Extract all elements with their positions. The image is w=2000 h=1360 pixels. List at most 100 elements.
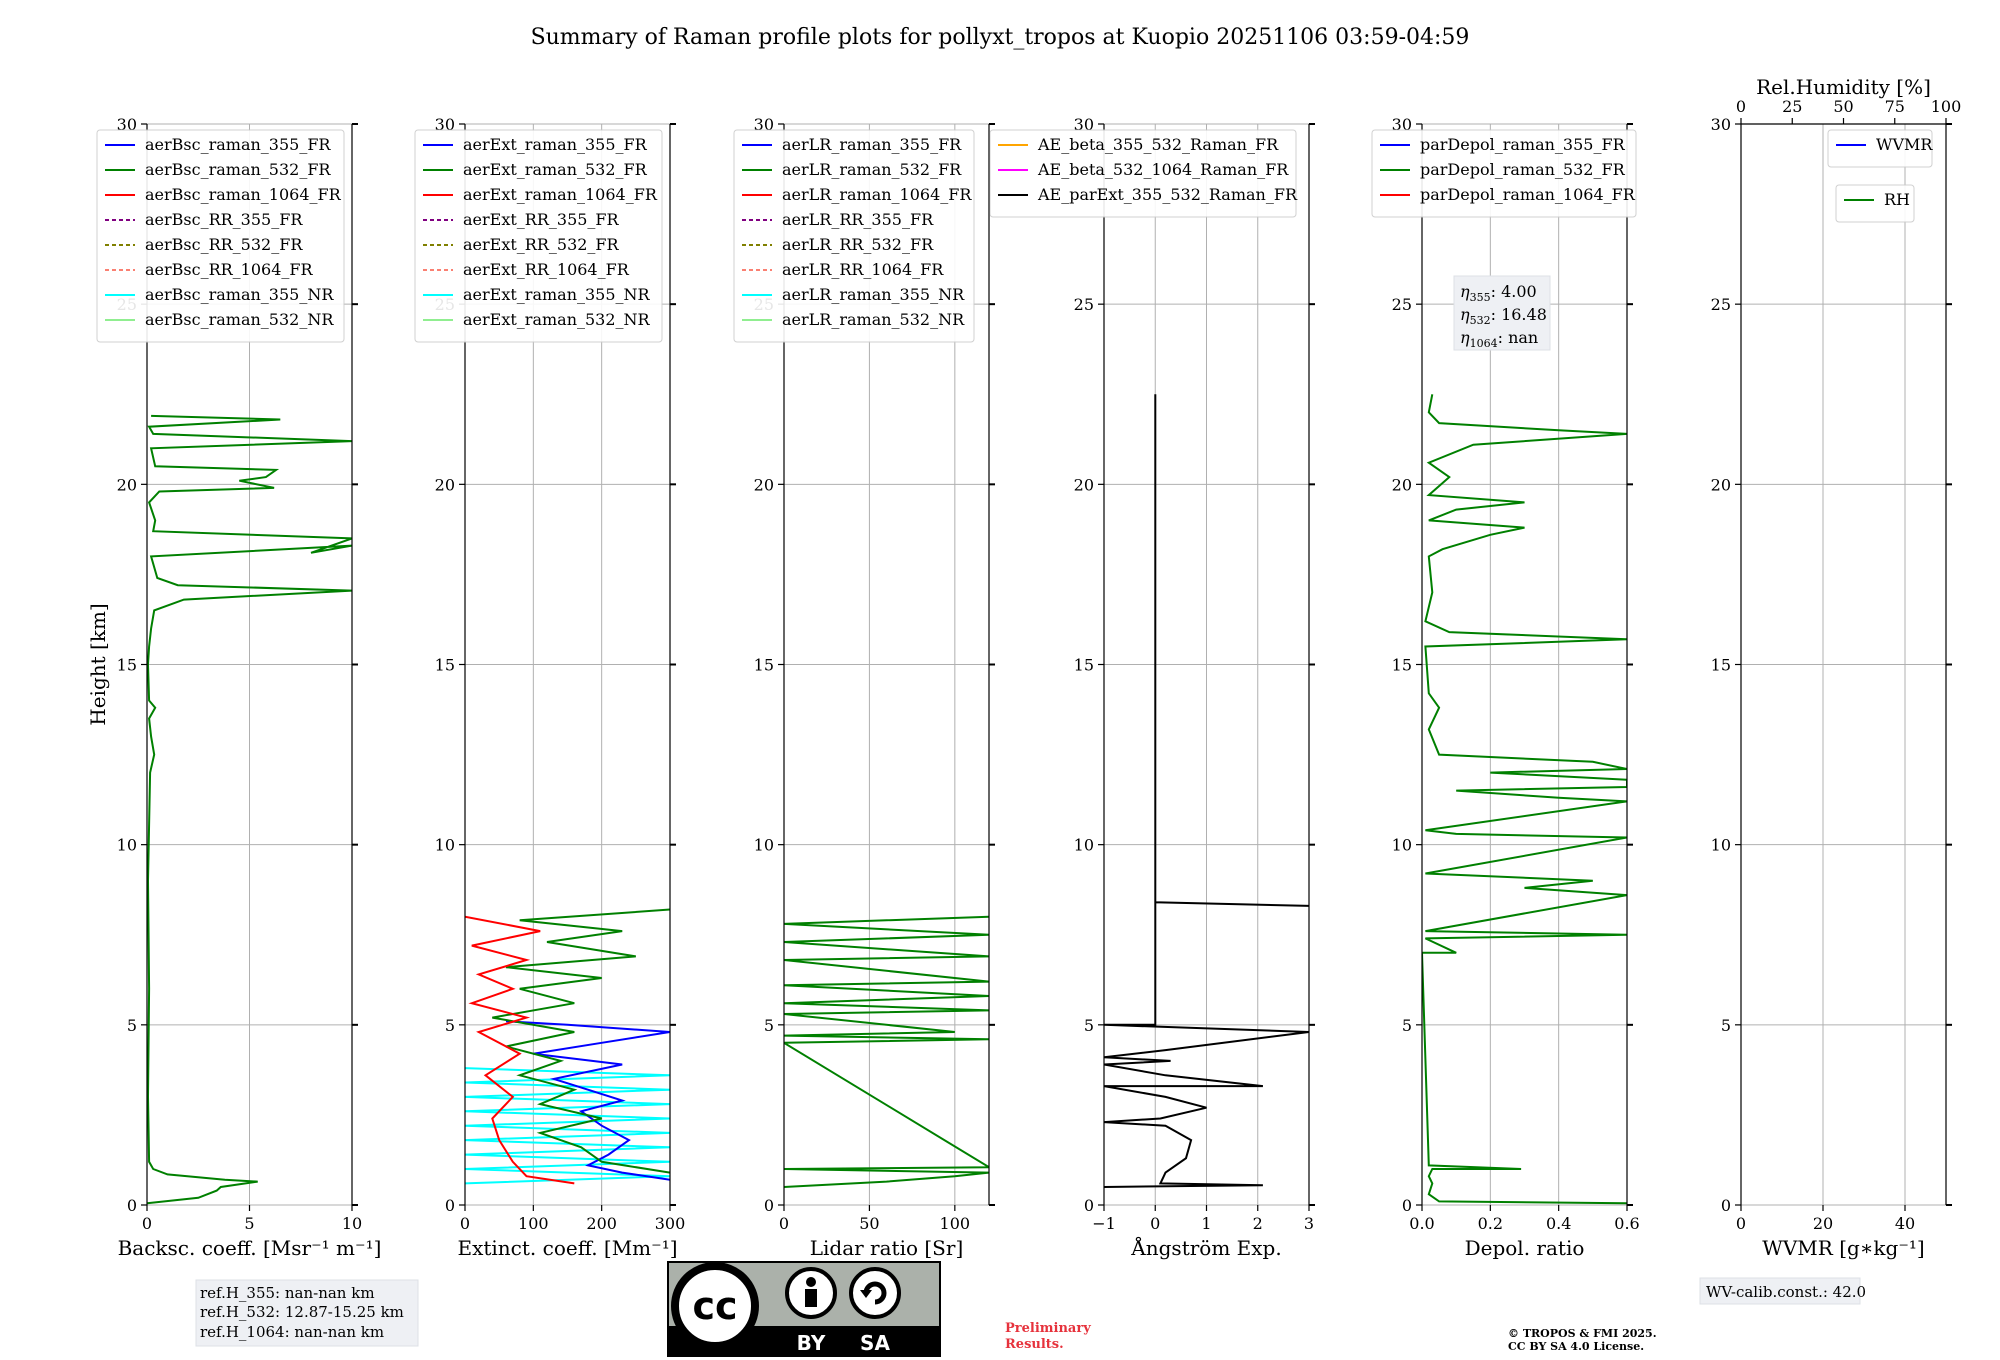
x-tick-label: 0 — [1150, 1214, 1160, 1233]
y-tick-label: 0 — [1721, 1196, 1731, 1215]
legend: aerBsc_raman_355_FR aerBsc_raman_532_FRae… — [96, 129, 345, 343]
series-line-aerExt_raman_1064_FR — [465, 915, 575, 1185]
y-tick-label: 30 — [1074, 115, 1094, 134]
panel-ext: 0510152025300100200300Extinct. coeff. [M… — [414, 115, 685, 1260]
x-tick-label: 100 — [518, 1214, 549, 1233]
copyright-note: © TROPOS & FMI 2025. CC BY SA 4.0 Licens… — [1508, 1327, 1657, 1353]
legend-entry: aerBsc_raman_355_FR — [145, 135, 331, 154]
eta-value: : nan — [1498, 328, 1539, 347]
ref-h-1064: ref.H_1064: nan-nan km — [200, 1323, 384, 1341]
legend-entry: AE_beta_355_532_Raman_FR — [1037, 135, 1279, 154]
legend-entry: aerLR_RR_532_FR — [782, 235, 934, 254]
y-tick-label: 0 — [1402, 1196, 1412, 1215]
legend-entry: aerExt_raman_355_FR — [463, 135, 648, 154]
top-x-tick-label: 50 — [1833, 97, 1853, 116]
y-tick-label: 10 — [1074, 836, 1094, 855]
x-tick-label: 0 — [779, 1214, 789, 1233]
legend-frame — [1371, 129, 1637, 218]
x-tick-label: 0 — [142, 1214, 152, 1233]
y-tick-label: 25 — [1711, 295, 1731, 314]
y-tick-label: 10 — [754, 836, 774, 855]
legend-entry: aerBsc_RR_532_FR — [145, 235, 303, 254]
y-tick-label: 5 — [764, 1016, 774, 1035]
eta-entry: η355: 4.00 — [1460, 282, 1537, 304]
x-axis-label: Depol. ratio — [1465, 1236, 1585, 1260]
cc-icon — [671, 1262, 759, 1350]
legend-entry: AE_beta_532_1064_Raman_FR — [1037, 160, 1289, 179]
x-tick-label: −1 — [1092, 1214, 1116, 1233]
series-group — [465, 908, 670, 1185]
legend-frame — [733, 129, 975, 343]
eta-subscript: 532 — [1470, 314, 1491, 327]
preliminary-line-2: Results. — [1005, 1337, 1064, 1352]
legend-entry: parDepol_raman_1064_FR — [1420, 185, 1636, 204]
legend: aerExt_raman_355_FR aerExt_raman_532_FRae… — [414, 129, 663, 343]
y-tick-label: 30 — [1392, 115, 1412, 134]
top-x-tick-label: 75 — [1885, 97, 1905, 116]
legend-frame — [1827, 129, 1933, 168]
panel-lr: 051015202530050100Lidar ratio [Sr]aerLR_… — [733, 115, 995, 1260]
cc-label: cc — [692, 1284, 737, 1328]
x-axis-label: Ångström Exp. — [1130, 1235, 1281, 1260]
legend-entry: aerLR_raman_532_FR — [782, 160, 962, 179]
preliminary-line-1: Preliminary — [1005, 1321, 1091, 1336]
legend-frame — [989, 129, 1297, 218]
legend-entry: WVMR — [1876, 135, 1933, 154]
top-x-tick-label: 100 — [1931, 97, 1962, 116]
x-axis-label: WVMR [g∗kg⁻¹] — [1762, 1236, 1924, 1260]
y-tick-label: 25 — [1074, 295, 1094, 314]
x-tick-label: 40 — [1895, 1214, 1915, 1233]
eta-subscript: 355 — [1470, 291, 1491, 304]
legend-entry: aerLR_raman_355_FR — [782, 135, 962, 154]
legend-frame — [96, 129, 345, 343]
ref-h-355: ref.H_355: nan-nan km — [200, 1284, 375, 1302]
panel-wv: 0 5 10 15 20 25 30 0 20 40 WVMR [g∗kg⁻¹] 0 25 50 75 100… — [1711, 75, 1962, 1260]
y-axis-label: Height [km] — [86, 603, 110, 725]
x-tick-label: 2 — [1253, 1214, 1263, 1233]
series-line-aerExt_raman_355_NR — [465, 1067, 670, 1185]
y-tick-label: 30 — [117, 115, 137, 134]
legend: aerLR_raman_355_FR aerLR_raman_532_FR aerL… — [733, 129, 975, 343]
eta-value: : 16.48 — [1491, 305, 1547, 324]
eta-frame — [1453, 275, 1551, 351]
y-tick-label: 0 — [764, 1196, 774, 1215]
top-x-axis-label: Rel.Humidity [%] — [1756, 75, 1931, 99]
series-group — [1104, 394, 1309, 1188]
y-tick-label: 20 — [117, 475, 137, 494]
by-label: BY — [797, 1331, 826, 1355]
legend-entry: aerExt_RR_532_FR — [463, 235, 620, 254]
y-tick-label: 30 — [1711, 115, 1731, 134]
series-group — [784, 915, 989, 1188]
eta-entry: η1064: nan — [1460, 328, 1538, 350]
legend: RH — [1835, 184, 1915, 223]
legend-entry: aerLR_raman_532_NR — [782, 310, 965, 329]
legend-entry: aerExt_raman_355_NR — [463, 285, 651, 304]
legend-entry: aerBsc_raman_355_NR — [145, 285, 334, 304]
x-axis-label: Extinct. coeff. [Mm⁻¹] — [457, 1236, 677, 1260]
figure-title: Summary of Raman profile plots for polly… — [531, 25, 1470, 50]
x-tick-label: 3 — [1304, 1214, 1314, 1233]
eta-box: η355: 4.00 η532: 16.48 η1064: nan — [1453, 275, 1551, 351]
series-group — [1422, 394, 1627, 1205]
legend-entry: aerExt_raman_532_FR — [463, 160, 648, 179]
y-tick-label: 5 — [1084, 1016, 1094, 1035]
x-axis-label: Lidar ratio [Sr] — [810, 1236, 964, 1260]
y-tick-label: 0 — [445, 1196, 455, 1215]
ref-h-532: ref.H_532: 12.87-15.25 km — [200, 1303, 404, 1321]
x-tick-label: 0.0 — [1409, 1214, 1434, 1233]
x-tick-label: 0.6 — [1614, 1214, 1639, 1233]
x-tick-label: 0 — [1736, 1214, 1746, 1233]
panel-dep: 0 5 10 15 20 25 30 0.0 0.2 0.4 0.6 Depol. ratio parD… — [1371, 115, 1640, 1260]
y-tick-label: 5 — [1402, 1016, 1412, 1035]
x-tick-label: 10 — [342, 1214, 362, 1233]
series-line-aerLR_raman_532_FR — [784, 915, 989, 1188]
legend-entry: aerLR_RR_355_FR — [782, 210, 934, 229]
legend: AE_beta_355_532_Raman_FR AE_beta_532_1064… — [989, 129, 1298, 218]
copyright-line-2: CC BY SA 4.0 License. — [1508, 1340, 1644, 1353]
sa-share-icon — [849, 1267, 901, 1319]
legend: parDepol_raman_355_FR parDepol_raman_532_… — [1371, 129, 1637, 218]
x-tick-label: 100 — [940, 1214, 971, 1233]
legend-entry: AE_parExt_355_532_Raman_FR — [1037, 185, 1298, 204]
eta-symbol: η — [1460, 328, 1470, 347]
